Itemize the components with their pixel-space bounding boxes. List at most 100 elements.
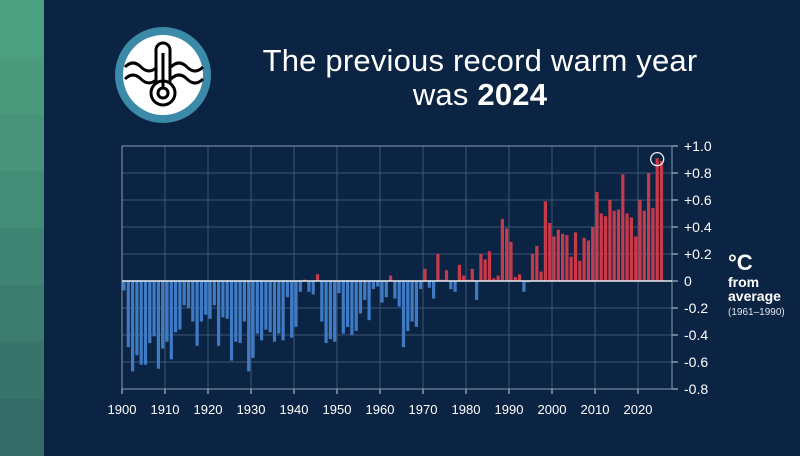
bar-2019 (634, 236, 638, 281)
bar-1992 (518, 274, 522, 281)
bar-1931 (255, 281, 259, 334)
bar-1930 (251, 281, 255, 358)
bar-1996 (535, 245, 539, 281)
bar-1944 (311, 281, 315, 295)
bar-1915 (186, 281, 191, 308)
bar-1926 (234, 281, 238, 342)
bar-1941 (298, 281, 302, 292)
bar-2025 (659, 160, 664, 281)
bar-1932 (260, 281, 264, 341)
bar-1981 (470, 268, 474, 281)
strip-block (0, 0, 44, 57)
x-tick-label: 1900 (108, 402, 137, 417)
bar-1966 (406, 281, 410, 331)
x-tick-label: 1920 (194, 402, 223, 417)
bar-1933 (264, 281, 268, 330)
strip-block (0, 171, 44, 228)
bar-1998 (543, 201, 547, 281)
y-tick-label: -0.6 (684, 354, 708, 370)
bar-1906 (148, 281, 152, 344)
bar-2008 (586, 240, 590, 281)
bar-1924 (225, 281, 229, 319)
plot-frame (121, 145, 673, 390)
bar-1922 (217, 281, 221, 346)
bar-2014 (612, 210, 616, 281)
bar-1948 (328, 281, 332, 340)
bar-1971 (427, 281, 431, 288)
bar-1976 (449, 281, 453, 290)
x-tick-label: 2010 (581, 402, 610, 417)
bar-1904 (139, 281, 143, 365)
temperature-anomaly-bar-chart: +1.0 +0.8 +0.6 +0.4 +0.2 0 -0.2 -0.4 -0.6 -0.8 190… (108, 138, 712, 417)
bar-1989 (505, 228, 509, 281)
headline: The previous record warm year was 2024 (230, 44, 730, 112)
bar-2007 (582, 237, 586, 281)
bar-2017 (625, 213, 629, 281)
y-tick-label: +1.0 (684, 138, 712, 154)
bar-2011 (599, 213, 603, 281)
bar-1954 (354, 281, 358, 331)
bar-1901 (126, 281, 130, 348)
bar-2006 (578, 260, 582, 281)
bar-1914 (182, 281, 186, 306)
bar-1903 (135, 281, 139, 356)
bar-1907 (152, 281, 156, 337)
y-tick-label: 0 (684, 273, 692, 289)
bar-1916 (191, 281, 195, 322)
x-tick-label: 1940 (280, 402, 309, 417)
bar-1963 (393, 281, 397, 299)
bar-1988 (500, 218, 504, 281)
x-tick-label: 2000 (538, 402, 567, 417)
bar-1995 (530, 254, 535, 281)
bar-2016 (621, 174, 625, 281)
headline-prefix: was (412, 77, 478, 112)
unit-label-from: from (728, 274, 760, 290)
bar-1940 (294, 281, 298, 327)
bar-1990 (509, 241, 513, 281)
bar-1921 (212, 281, 216, 306)
bar-1964 (397, 281, 401, 307)
bar-2010 (595, 191, 599, 281)
bar-1968 (414, 281, 418, 327)
bar-1985 (487, 251, 492, 281)
x-tick-label: 1950 (323, 402, 352, 417)
y-tick-label: -0.2 (684, 300, 708, 316)
bar-1984 (483, 259, 487, 281)
bar-1956 (363, 281, 367, 300)
bar-2015 (616, 209, 621, 281)
bar-1905 (143, 281, 148, 365)
bar-2013 (608, 200, 612, 281)
bar-1953 (350, 281, 354, 335)
headline-line-1: The previous record warm year (262, 43, 698, 78)
y-tick-label: +0.6 (684, 192, 712, 208)
bar-1935 (272, 281, 277, 342)
bar-1986 (492, 278, 496, 281)
bar-1961 (384, 281, 388, 298)
record-year-highlight-circle (650, 151, 665, 167)
strip-block (0, 57, 44, 114)
x-tick-label: 1930 (237, 402, 266, 417)
bar-1962 (389, 275, 393, 281)
bar-2012 (604, 216, 608, 281)
strip-block (0, 342, 44, 399)
bar-1913 (178, 281, 182, 330)
bar-1937 (281, 281, 285, 341)
record-year: 2024 (477, 77, 548, 112)
bar-2001 (556, 229, 560, 281)
bar-1969 (419, 281, 423, 290)
bar-1965 (401, 281, 406, 348)
unit-label-baseline: (1961–1990) (728, 307, 785, 318)
bar-1912 (174, 281, 178, 333)
bar-1936 (277, 281, 281, 334)
bar-1973 (436, 254, 440, 281)
bar-1999 (548, 222, 552, 281)
bar-1917 (195, 281, 199, 346)
bar-1950 (337, 281, 341, 294)
bar-1978 (457, 264, 461, 281)
strip-block (0, 228, 44, 285)
bar-1982 (475, 281, 479, 300)
bar-1991 (513, 276, 517, 281)
bar-1928 (242, 281, 246, 322)
bar-2022 (647, 173, 651, 281)
bar-1987 (496, 275, 500, 281)
